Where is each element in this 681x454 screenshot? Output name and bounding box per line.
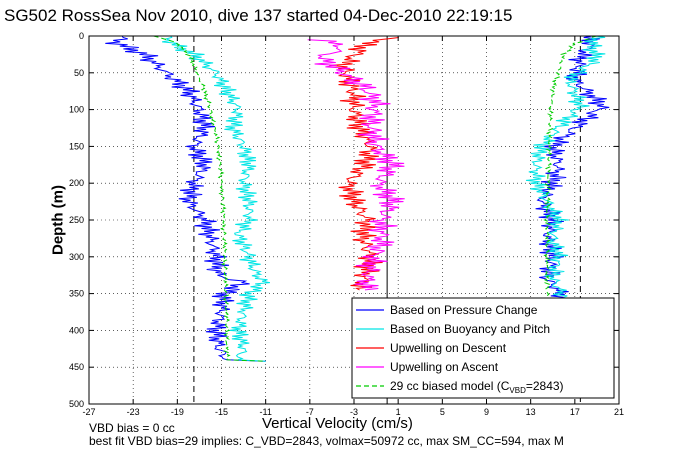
plot-area: -27 -23 -19 -15 -11 -7 -3 1 5 9 13 17 21 0 50 100 150 200… bbox=[69, 31, 624, 417]
series-line-4 bbox=[153, 35, 266, 362]
legend-entry: 29 cc biased model (CVBD=2843) bbox=[390, 379, 564, 395]
y-tick-label: 350 bbox=[69, 289, 84, 299]
series-line-0 bbox=[105, 35, 266, 362]
x-tick-label: -11 bbox=[259, 407, 271, 417]
x-tick-label: 5 bbox=[440, 407, 445, 417]
legend: Based on Pressure Change Based on Buoyanc… bbox=[351, 297, 615, 399]
y-tick-label: 500 bbox=[69, 399, 84, 409]
vbd-bias-note: VBD bias = 0 cc bbox=[89, 421, 175, 435]
series-line-4 bbox=[543, 35, 598, 298]
legend-box bbox=[351, 297, 615, 399]
x-axis-label: Vertical Velocity (cm/s) bbox=[262, 415, 413, 432]
x-tick-label: 17 bbox=[570, 407, 580, 417]
series-line-1 bbox=[525, 35, 606, 298]
y-tick-label: 450 bbox=[69, 362, 84, 372]
x-tick-label: -15 bbox=[215, 407, 228, 417]
legend-entry: Based on Pressure Change bbox=[390, 303, 538, 317]
y-tick-label: 100 bbox=[69, 105, 84, 115]
y-tick-label: 150 bbox=[69, 141, 84, 151]
x-tick-label: -7 bbox=[306, 407, 314, 417]
chart-title: SG502 RossSea Nov 2010, dive 137 started… bbox=[4, 6, 513, 25]
series-line-1 bbox=[162, 35, 270, 362]
x-tick-label: 13 bbox=[526, 407, 536, 417]
legend-tail: =2843) bbox=[526, 379, 564, 393]
x-tick-label: 1 bbox=[396, 407, 401, 417]
x-tick-label: -23 bbox=[127, 407, 140, 417]
legend-entry: Upwelling on Descent bbox=[390, 341, 507, 355]
x-tick-label: -3 bbox=[350, 407, 358, 417]
x-tick-label: 9 bbox=[484, 407, 489, 417]
y-tick-label: 300 bbox=[69, 252, 84, 262]
y-tick-label: 400 bbox=[69, 325, 84, 335]
series-line-0 bbox=[535, 35, 610, 298]
series-line-2 bbox=[329, 37, 399, 291]
legend-entry: Based on Buoyancy and Pitch bbox=[390, 322, 550, 336]
best-fit-note: best fit VBD bias=29 implies: C_VBD=2843… bbox=[89, 435, 564, 448]
y-tick-label: 0 bbox=[79, 31, 84, 41]
x-tick-label: -19 bbox=[171, 407, 184, 417]
y-tick-label: 200 bbox=[69, 178, 84, 188]
legend-entry: Upwelling on Ascent bbox=[390, 360, 499, 374]
series-line-3 bbox=[307, 39, 405, 291]
x-tick-label: 21 bbox=[614, 407, 624, 417]
x-tick-label: -27 bbox=[82, 407, 95, 417]
y-tick-label: 250 bbox=[69, 215, 84, 225]
legend-subscript: VBD bbox=[509, 386, 526, 395]
y-axis-label: Depth (m) bbox=[49, 185, 67, 255]
y-tick-label: 50 bbox=[74, 68, 84, 78]
